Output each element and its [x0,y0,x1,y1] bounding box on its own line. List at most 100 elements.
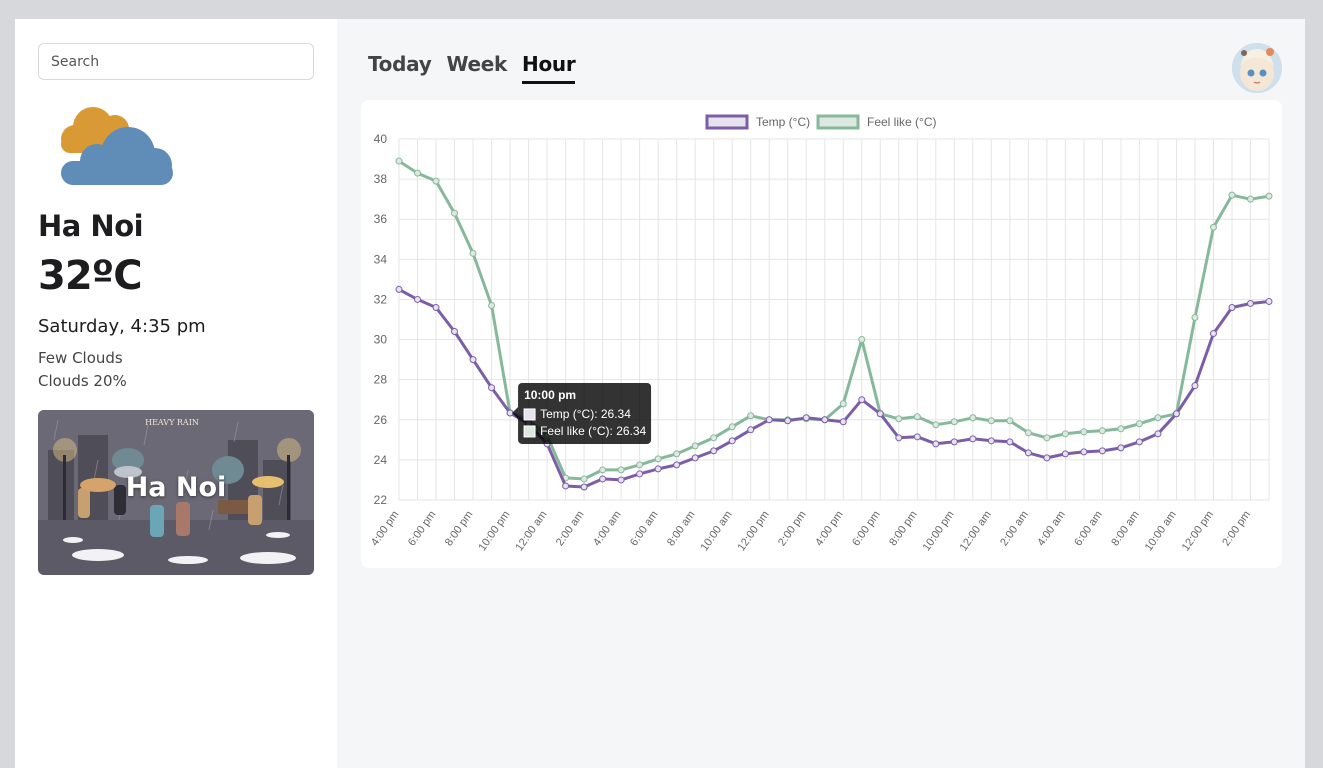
data-point[interactable] [1061,430,1069,438]
data-point[interactable] [1080,448,1088,456]
tooltip-swatch [523,425,536,438]
data-point[interactable] [395,285,403,293]
data-point[interactable] [876,410,884,418]
chart-legend: Temp (°C) Feel like (°C) [705,114,936,130]
data-point[interactable] [747,426,755,434]
data-point[interactable] [599,466,607,474]
data-point[interactable] [599,475,607,483]
data-point[interactable] [1098,447,1106,455]
data-point[interactable] [784,417,792,425]
x-tick-label: 8:00 am [1109,509,1142,548]
data-point[interactable] [950,438,958,446]
data-point[interactable] [488,301,496,309]
data-point[interactable] [580,483,588,491]
data-point[interactable] [1172,410,1180,418]
x-tick-label: 2:00 pm [776,509,809,548]
tab-week[interactable]: Week [446,52,508,76]
data-point[interactable] [1117,425,1125,433]
data-point[interactable] [691,454,699,462]
city-name: Ha Noi [38,209,144,243]
data-point[interactable] [932,440,940,448]
data-point[interactable] [1135,420,1143,428]
data-point[interactable] [969,435,977,443]
data-point[interactable] [987,417,995,425]
tab-today[interactable]: Today [368,52,432,76]
data-point[interactable] [1024,449,1032,457]
data-point[interactable] [451,328,459,336]
data-point[interactable] [1246,195,1254,203]
data-point[interactable] [636,470,644,478]
x-tick-label: 6:00 pm [406,509,439,548]
data-point[interactable] [432,177,440,185]
search-input[interactable] [38,43,314,80]
data-point[interactable] [858,396,866,404]
data-point[interactable] [839,400,847,408]
data-point[interactable] [469,249,477,257]
data-point[interactable] [839,418,847,426]
data-point[interactable] [1006,438,1014,446]
x-tick-label: 2:00 am [554,509,587,548]
data-point[interactable] [969,414,977,422]
data-point[interactable] [488,384,496,392]
data-point[interactable] [1246,299,1254,307]
data-point[interactable] [1265,297,1273,305]
data-point[interactable] [1043,454,1051,462]
data-point[interactable] [1228,191,1236,199]
data-point[interactable] [802,414,810,422]
data-point[interactable] [1191,313,1199,321]
data-point[interactable] [1006,417,1014,425]
data-point[interactable] [617,476,625,484]
data-point[interactable] [728,423,736,431]
data-point[interactable] [747,412,755,420]
data-point[interactable] [710,434,718,442]
data-point[interactable] [414,295,422,303]
data-point[interactable] [950,418,958,426]
data-point[interactable] [617,466,625,474]
data-point[interactable] [895,415,903,423]
data-point[interactable] [451,209,459,217]
y-tick-label: 38 [374,172,388,186]
data-point[interactable] [987,437,995,445]
data-point[interactable] [1154,414,1162,422]
data-point[interactable] [1117,444,1125,452]
data-point[interactable] [395,157,403,165]
data-point[interactable] [913,413,921,421]
data-point[interactable] [728,437,736,445]
avatar[interactable] [1232,43,1282,93]
data-point[interactable] [821,416,829,424]
tooltip-caret [512,406,519,419]
data-point[interactable] [1135,438,1143,446]
legend-item-feel-like[interactable]: Feel like (°C) [816,114,936,130]
data-point[interactable] [1265,192,1273,200]
data-point[interactable] [932,421,940,429]
data-point[interactable] [710,447,718,455]
data-point[interactable] [414,169,422,177]
data-point[interactable] [1024,429,1032,437]
data-point[interactable] [469,356,477,364]
data-point[interactable] [858,336,866,344]
data-point[interactable] [432,303,440,311]
data-point[interactable] [1191,382,1199,390]
data-point[interactable] [636,461,644,469]
data-point[interactable] [562,482,570,490]
data-point[interactable] [673,461,681,469]
data-point[interactable] [654,465,662,473]
data-point[interactable] [913,433,921,441]
data-point[interactable] [580,475,588,483]
data-point[interactable] [1154,430,1162,438]
legend-item-temp[interactable]: Temp (°C) [705,114,810,130]
data-point[interactable] [1061,450,1069,458]
data-point[interactable] [1209,223,1217,231]
data-point[interactable] [673,450,681,458]
data-point[interactable] [654,455,662,463]
tab-hour[interactable]: Hour [522,52,576,84]
data-point[interactable] [1209,330,1217,338]
data-point[interactable] [1080,428,1088,436]
data-point[interactable] [691,442,699,450]
data-point[interactable] [765,416,773,424]
data-point[interactable] [1043,434,1051,442]
data-point[interactable] [1098,427,1106,435]
data-point[interactable] [1228,303,1236,311]
data-point[interactable] [895,434,903,442]
current-datetime: Saturday, 4:35 pm [38,316,206,337]
